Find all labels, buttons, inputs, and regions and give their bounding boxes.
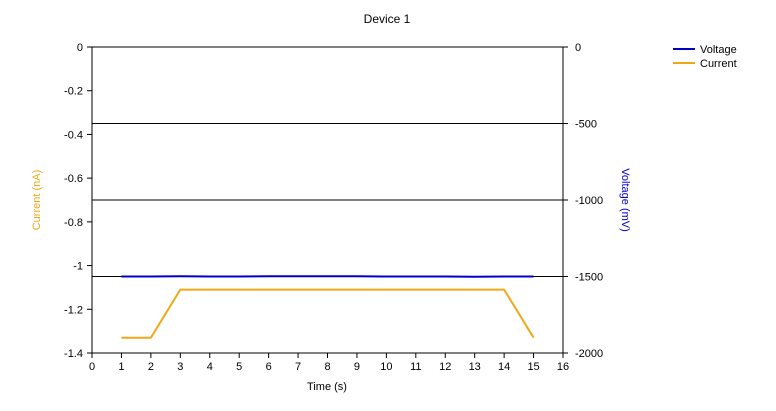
y-left-tick-label: -0.2 — [64, 86, 83, 98]
x-tick-label: 14 — [498, 361, 510, 373]
y-left-tick-label: -1.2 — [64, 304, 83, 316]
x-tick-label: 1 — [118, 361, 124, 373]
y-right-axis-label: Voltage (mV) — [619, 168, 631, 232]
gridlines — [92, 46, 563, 277]
y-right-tick-label: -500 — [575, 119, 597, 131]
x-tick-label: 5 — [236, 361, 242, 373]
series-line-current — [121, 288, 535, 339]
y-left-axis-label: Current (nA) — [31, 170, 43, 231]
x-tick-label: 10 — [380, 361, 392, 373]
x-tick-label: 9 — [354, 361, 360, 373]
series-line-voltage — [121, 275, 534, 278]
legend-label-current: Current — [700, 58, 737, 70]
y-left-tick-label: -0.6 — [64, 173, 83, 185]
y-left-tick-label: -1.4 — [64, 348, 83, 360]
x-tick-label: 15 — [527, 361, 539, 373]
series-layer — [121, 275, 535, 339]
x-axis-label: Time (s) — [307, 381, 347, 393]
x-tick-label: 0 — [89, 361, 95, 373]
x-tick-label: 7 — [295, 361, 301, 373]
x-tick-label: 16 — [557, 361, 569, 373]
legend: Voltage Current — [673, 44, 737, 70]
x-tick-label: 4 — [207, 361, 213, 373]
x-tick-label: 13 — [469, 361, 481, 373]
x-tick-label: 11 — [410, 361, 421, 373]
y-right-tick-label: 0 — [575, 42, 581, 54]
y-left-tick-label: -1 — [73, 261, 83, 273]
legend-label-voltage: Voltage — [700, 44, 737, 56]
y-right-tick-label: -1000 — [575, 195, 603, 207]
x-tick-label: 8 — [324, 361, 330, 373]
y-left-tick-label: -0.4 — [64, 129, 83, 141]
y-left-tick-label: 0 — [77, 42, 83, 54]
x-tick-label: 12 — [439, 361, 451, 373]
x-tick-label: 2 — [148, 361, 154, 373]
x-tick-label: 3 — [177, 361, 183, 373]
y-right-tick-label: -1500 — [575, 272, 603, 284]
axes: 0 1 2 3 4 5 6 7 8 9 10 11 12 13 14 15 160-0.2-0.4-0.6-0.… — [64, 42, 603, 373]
chart-title: Device 1 — [364, 12, 411, 26]
x-tick-label: 6 — [266, 361, 272, 373]
y-left-tick-label: -0.8 — [64, 217, 83, 229]
y-right-tick-label: -2000 — [575, 348, 603, 360]
